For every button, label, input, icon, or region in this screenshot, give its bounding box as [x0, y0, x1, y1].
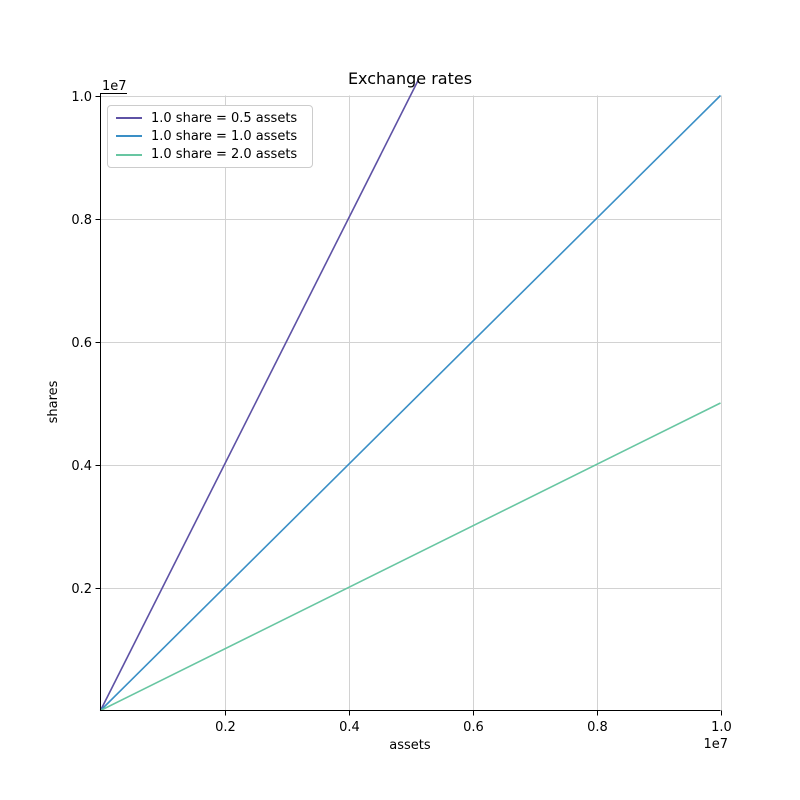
- legend-item: 1.0 share = 1.0 assets: [114, 127, 306, 145]
- tick-marks: [95, 96, 722, 716]
- series-line: [100, 402, 721, 712]
- x-axis-label: assets: [389, 738, 431, 753]
- series-lines: [99, 79, 722, 712]
- legend: 1.0 share = 0.5 assets 1.0 share = 1.0 a…: [107, 105, 313, 168]
- axis-spines: [100, 93, 721, 711]
- y-axis-offset-text: 1e7: [102, 79, 127, 94]
- x-tick-label: 1.0: [711, 720, 732, 735]
- series-line: [99, 94, 722, 712]
- grid-lines: [100, 95, 722, 711]
- legend-item-label: 1.0 share = 0.5 assets: [151, 110, 298, 126]
- y-tick-label: 0.8: [71, 213, 92, 228]
- y-tick-label: 0.6: [71, 336, 92, 351]
- series-line: [99, 79, 420, 711]
- legend-item-label: 1.0 share = 2.0 assets: [151, 147, 298, 163]
- y-tick-label: 0.4: [71, 459, 92, 474]
- legend-item: 1.0 share = 2.0 assets: [114, 146, 306, 164]
- x-tick-label: 0.8: [587, 720, 608, 735]
- legend-line-swatch: [116, 135, 142, 138]
- legend-line-swatch: [116, 117, 142, 120]
- legend-item-label: 1.0 share = 1.0 assets: [151, 128, 298, 144]
- y-tick-label: 0.2: [71, 582, 92, 597]
- chart-title: Exchange rates: [348, 69, 472, 88]
- x-axis-offset-text: 1e7: [703, 737, 728, 752]
- legend-item: 1.0 share = 0.5 assets: [114, 109, 306, 127]
- legend-line-swatch: [116, 153, 142, 156]
- x-tick-label: 0.4: [339, 720, 360, 735]
- y-tick-label: 1.0: [71, 90, 92, 105]
- tick-labels: 0.2 0.4 0.6 0.8 1.0 0.2 0.4 0.6 0.8 1.0: [71, 90, 732, 735]
- x-tick-label: 0.6: [463, 720, 484, 735]
- x-tick-label: 0.2: [215, 720, 236, 735]
- y-axis-label: shares: [46, 380, 61, 423]
